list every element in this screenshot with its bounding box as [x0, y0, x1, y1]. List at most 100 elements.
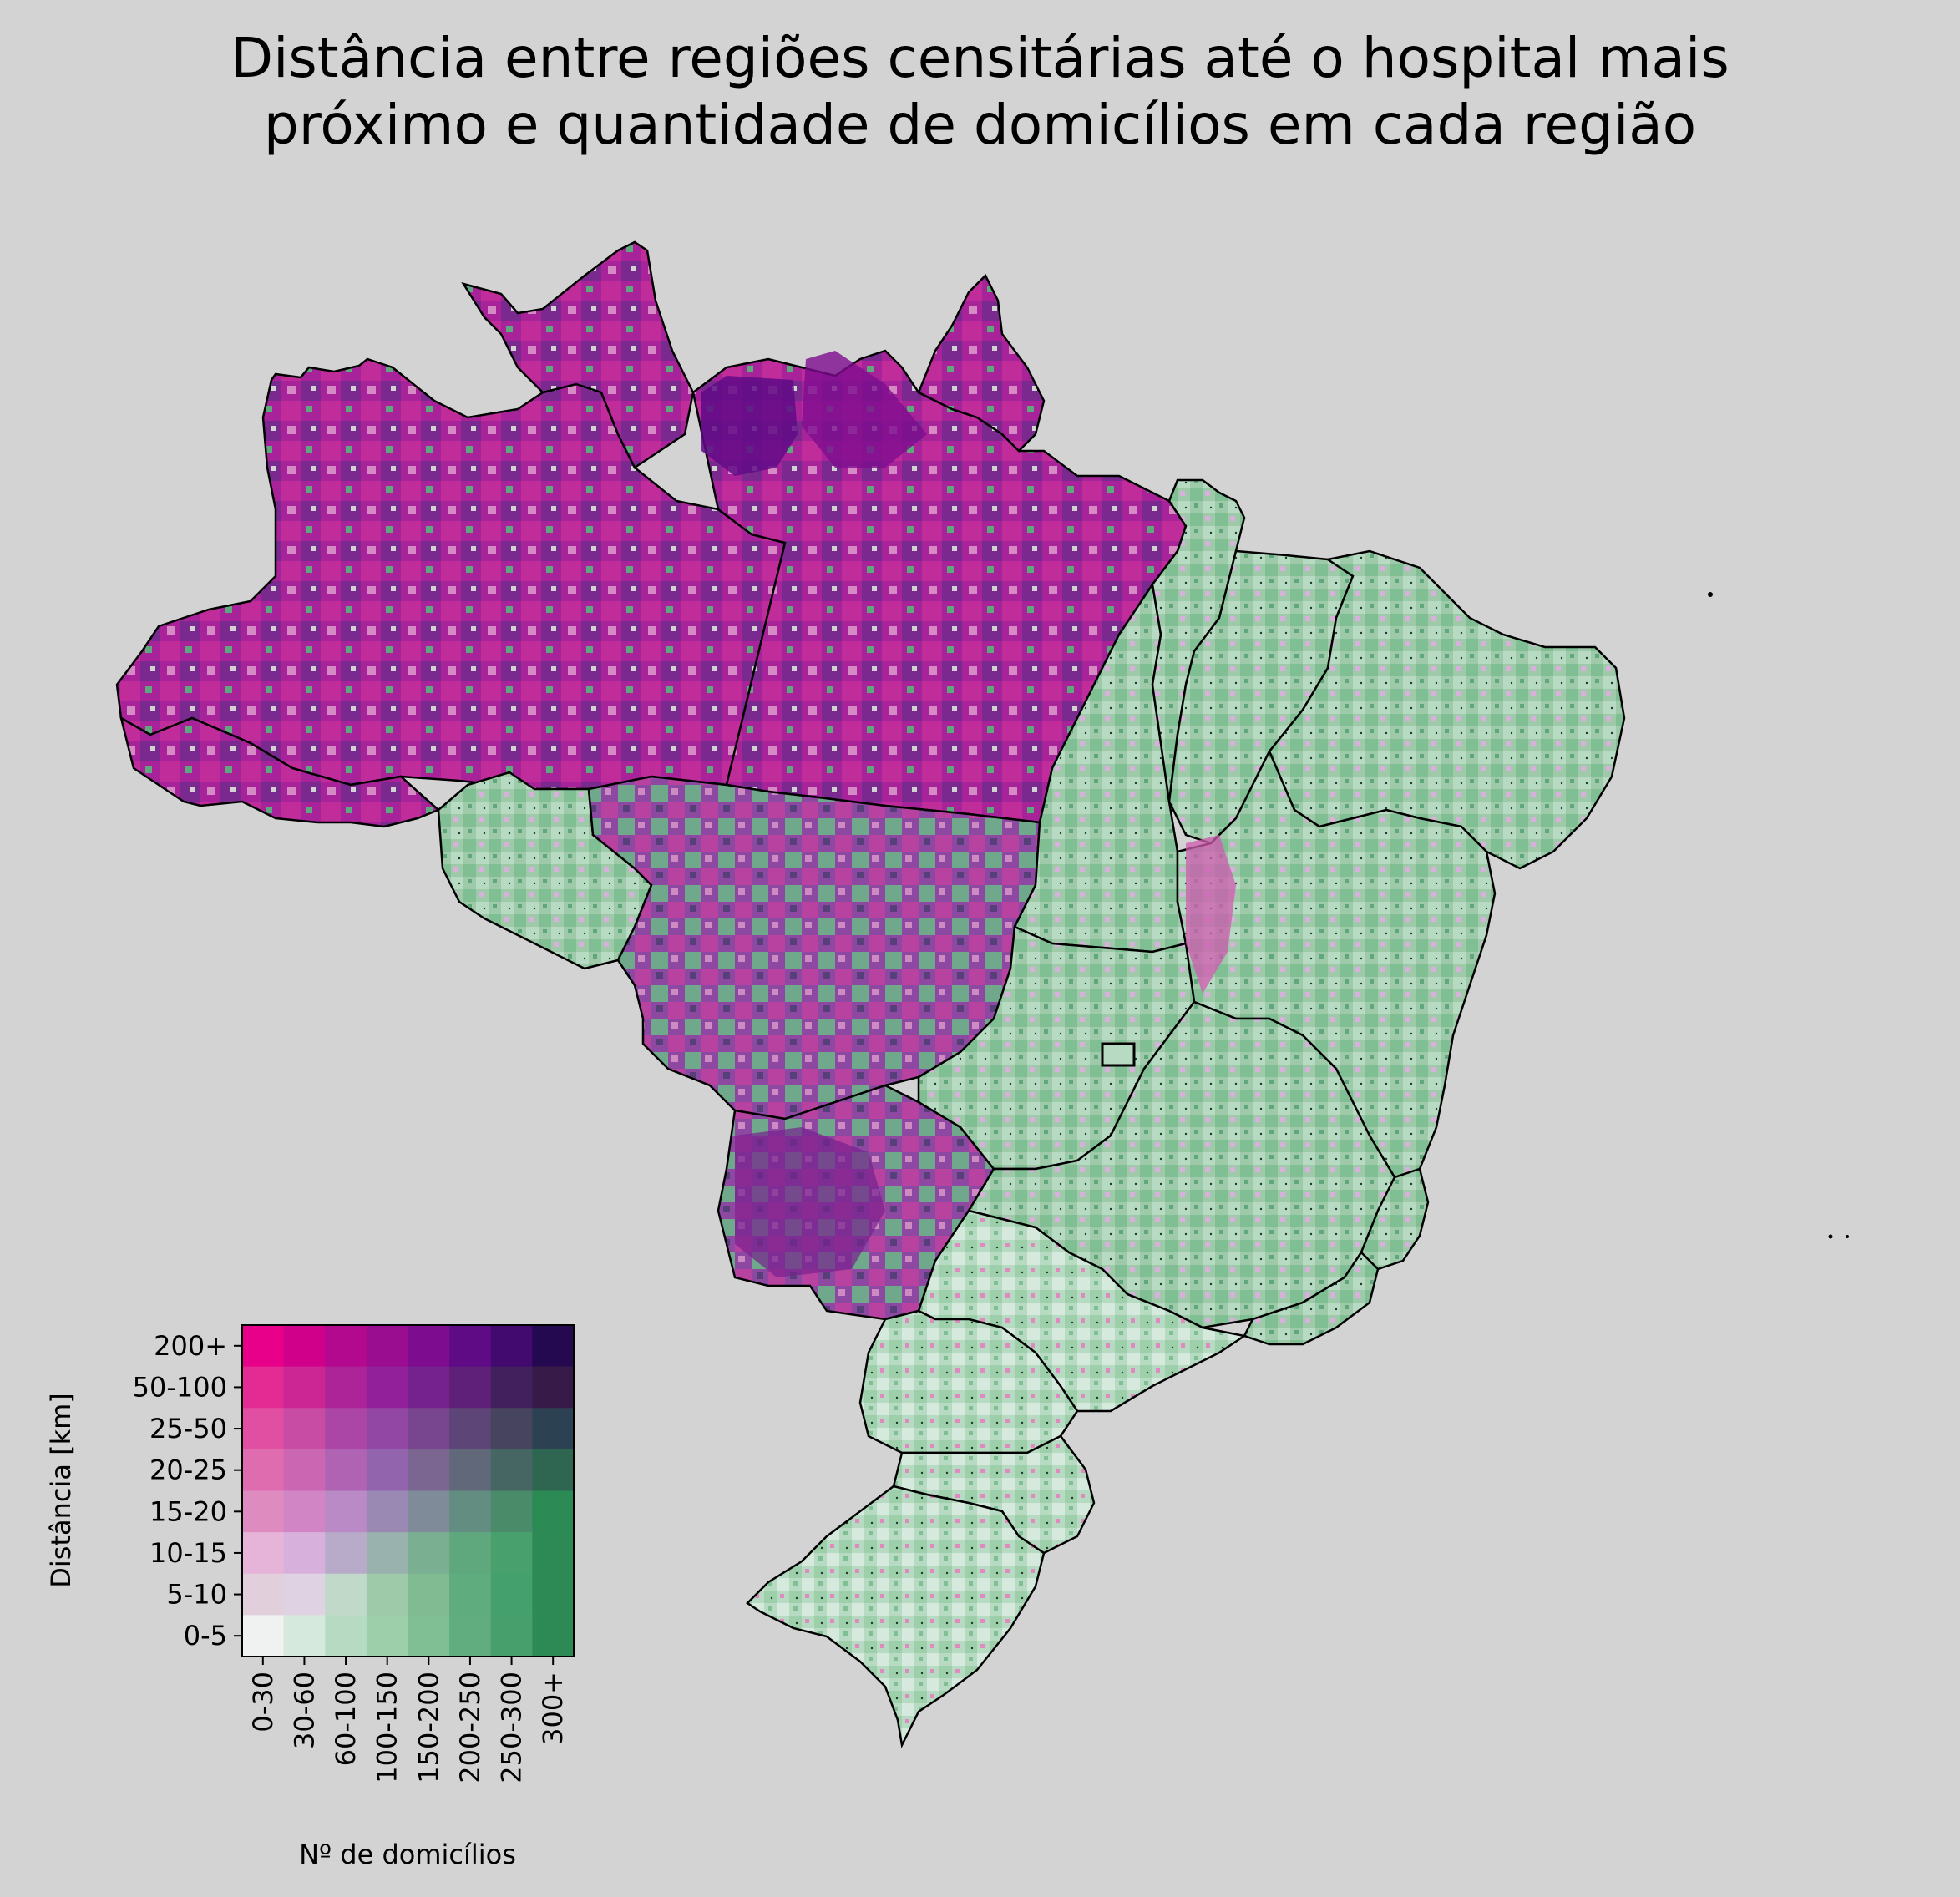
- legend-cell: [242, 1325, 285, 1368]
- legend-x-tick-label: 300+: [537, 1672, 569, 1745]
- region-amapa: [917, 273, 1046, 453]
- legend-cell: [449, 1366, 492, 1409]
- chart-title-line-2: próximo e quantidade de domicílios em ca…: [263, 93, 1697, 157]
- legend-cell: [366, 1366, 408, 1409]
- legend-cell: [532, 1366, 575, 1409]
- legend-x-tick-label: 60-100: [330, 1672, 362, 1766]
- legend-cell: [242, 1449, 285, 1491]
- legend-x-tick-label: 250-300: [496, 1672, 528, 1783]
- legend-x-ticks: 0-30 30-60 60-100 100-150 150-200 200-250 250-…: [247, 1657, 569, 1783]
- legend-cell: [532, 1615, 575, 1657]
- legend-cell: [449, 1490, 492, 1533]
- legend-cell: [325, 1490, 367, 1533]
- legend-y-ticks: 0-5 5-10 10-15 15-20 20-25 25-50 50-100 200+: [133, 1330, 242, 1652]
- legend-cell: [490, 1615, 533, 1657]
- region-minas-gerais: [967, 1000, 1396, 1329]
- legend-cell: [242, 1408, 285, 1450]
- legend-cell: [283, 1325, 326, 1368]
- legend-cell: [532, 1532, 575, 1575]
- legend-cell: [490, 1325, 533, 1368]
- legend-cell: [449, 1325, 492, 1368]
- legend-cell: [325, 1325, 367, 1368]
- legend-cell: [408, 1490, 450, 1533]
- legend-cell: [408, 1615, 450, 1657]
- legend-cell: [242, 1573, 285, 1616]
- region-rio-grande-do-sul: [746, 1485, 1046, 1748]
- legend-cell: [325, 1573, 367, 1616]
- legend-y-tick-label: 10-15: [149, 1537, 227, 1569]
- legend-y-tick-label: 5-10: [166, 1579, 227, 1611]
- legend-y-axis-label: Distância [km]: [45, 1393, 77, 1588]
- legend-cell: [366, 1615, 408, 1657]
- legend-cell: [283, 1366, 326, 1409]
- legend-cell: [490, 1366, 533, 1409]
- region-acre: [119, 716, 441, 828]
- legend-cell: [242, 1532, 285, 1575]
- legend-cell: [490, 1532, 533, 1575]
- legend-cell: [283, 1532, 326, 1575]
- legend-x-tick-label: 0-30: [247, 1672, 279, 1733]
- legend-y-tick-label: 15-20: [149, 1495, 227, 1527]
- legend-cell: [532, 1408, 575, 1450]
- legend-x-tick-label: 100-150: [372, 1672, 403, 1783]
- legend-cell: [325, 1449, 367, 1491]
- legend-y-tick-label: 0-5: [184, 1620, 227, 1652]
- legend-cell: [325, 1408, 367, 1450]
- legend-cell: [449, 1449, 492, 1491]
- legend-cell: [366, 1532, 408, 1575]
- legend-color-grid: [242, 1325, 575, 1657]
- patch-ms-purple: [735, 1127, 885, 1277]
- legend-cell: [283, 1573, 326, 1616]
- legend-cell: [242, 1490, 285, 1533]
- legend-y-tick-label: 50-100: [133, 1371, 227, 1403]
- legend-cell: [449, 1573, 492, 1616]
- legend-y-tick-label: 200+: [154, 1330, 227, 1362]
- legend-cell: [408, 1366, 450, 1409]
- legend-cell: [490, 1408, 533, 1450]
- legend-cell: [449, 1532, 492, 1575]
- legend-cell: [532, 1449, 575, 1491]
- legend-cell: [283, 1408, 326, 1450]
- legend-cell: [366, 1449, 408, 1491]
- region-espirito-santo: [1360, 1167, 1430, 1271]
- patch-roraima-dark: [701, 376, 798, 476]
- legend-cell: [283, 1615, 326, 1657]
- legend-cell: [242, 1366, 285, 1409]
- legend-x-tick-label: 200-250: [454, 1672, 486, 1783]
- legend-cell: [408, 1449, 450, 1491]
- legend-cell: [366, 1490, 408, 1533]
- legend-cell: [325, 1615, 367, 1657]
- legend-cell: [449, 1408, 492, 1450]
- legend-cell: [532, 1490, 575, 1533]
- legend-cell: [283, 1449, 326, 1491]
- legend-y-tick-label: 20-25: [149, 1454, 227, 1486]
- legend-cell: [408, 1325, 450, 1368]
- legend-cell: [532, 1573, 575, 1616]
- legend-cell: [325, 1366, 367, 1409]
- patch-para-north: [802, 351, 927, 468]
- region-northeast-coast: [1268, 549, 1626, 870]
- chart-title-line-1: Distância entre regiões censitárias até …: [230, 26, 1730, 90]
- legend-cell: [325, 1532, 367, 1575]
- legend-cell: [366, 1408, 408, 1450]
- legend-cell: [366, 1325, 408, 1368]
- island-trindade-2: [1846, 1235, 1849, 1238]
- legend-cell: [242, 1615, 285, 1657]
- legend-x-tick-label: 30-60: [288, 1672, 320, 1749]
- region-rio-de-janeiro: [1243, 1251, 1380, 1346]
- island-fernando-de-noronha: [1708, 592, 1713, 597]
- legend-y-tick-label: 25-50: [149, 1413, 227, 1444]
- legend-frame: [241, 1324, 575, 1657]
- legend-x-axis-label: Nº de domicílios: [299, 1839, 516, 1870]
- legend-cell: [408, 1408, 450, 1450]
- legend-cell: [408, 1573, 450, 1616]
- legend-x-tick-label: 150-200: [413, 1672, 444, 1783]
- legend-cell: [449, 1615, 492, 1657]
- legend-cell: [283, 1490, 326, 1533]
- region-distrito-federal: [1101, 1042, 1136, 1067]
- legend-cell: [490, 1490, 533, 1533]
- legend-cell: [366, 1573, 408, 1616]
